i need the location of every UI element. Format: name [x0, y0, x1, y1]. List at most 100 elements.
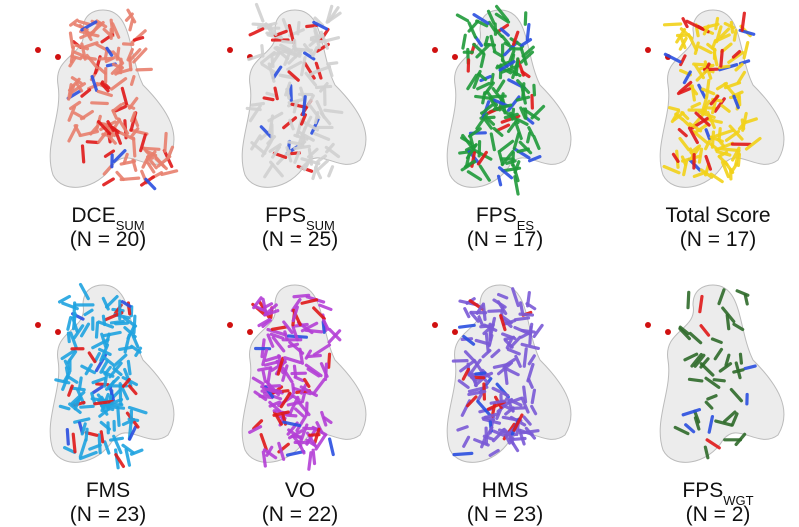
- ligand-bond: [263, 371, 265, 381]
- ligand-bond: [275, 88, 277, 99]
- panel-count: (N = 25): [262, 228, 338, 251]
- ligand-bond: [67, 430, 68, 444]
- water: [452, 54, 458, 60]
- ligand-bond: [60, 297, 70, 302]
- ligand-bond: [124, 44, 133, 45]
- ligand-bond: [302, 393, 304, 401]
- panel: Total Score(N = 17): [645, 10, 784, 251]
- panel: FPSSUM(N = 25): [227, 5, 366, 251]
- ligand-bond: [457, 15, 467, 21]
- water: [55, 54, 61, 60]
- panel-label: FMS: [86, 479, 130, 502]
- ligand-bond: [262, 46, 263, 56]
- ligand-bond: [670, 108, 679, 110]
- ligand-bond: [499, 176, 501, 185]
- ligand-bond: [520, 314, 532, 315]
- ligand-bond: [690, 379, 702, 381]
- ligand-bond: [476, 373, 485, 374]
- ligand-bond: [731, 22, 732, 32]
- ligand-bond: [524, 349, 526, 366]
- ligand-bond: [303, 135, 304, 146]
- ligand-bond: [86, 429, 87, 440]
- ligand-bond: [463, 35, 465, 48]
- method-name: FPS: [265, 204, 306, 227]
- panel-count: (N = 23): [70, 503, 146, 526]
- ligand-bond: [330, 439, 334, 455]
- water: [227, 47, 233, 53]
- panel-count: (N = 20): [70, 228, 146, 251]
- panel: HMS(N = 23): [432, 285, 571, 526]
- ligand-bond: [87, 142, 97, 143]
- water: [432, 47, 438, 53]
- water: [227, 322, 233, 328]
- ligand-bond: [247, 108, 260, 109]
- ligand-bond: [325, 110, 342, 112]
- ligand-bond: [507, 161, 515, 163]
- ligand-bond: [116, 323, 128, 324]
- ligand-bond: [112, 407, 124, 408]
- panel: DCESUM(N = 20): [35, 10, 177, 251]
- ligand-bond: [721, 50, 722, 66]
- ligand-bond: [505, 371, 506, 384]
- ligand-bond: [111, 438, 123, 440]
- water: [432, 322, 438, 328]
- ligand-bond: [294, 295, 309, 296]
- water: [35, 322, 41, 328]
- ligand-bond: [329, 167, 333, 176]
- ligand-bond: [252, 103, 263, 105]
- water: [35, 47, 41, 53]
- ligand-bond: [486, 334, 488, 351]
- figure: DCESUM(N = 20)FPSSUM(N = 25)FPSES(N = 17…: [0, 0, 799, 527]
- ligand-bond: [250, 29, 263, 35]
- ligand-bond: [70, 33, 72, 47]
- ligand-bond: [264, 98, 273, 100]
- ligand-bond: [137, 69, 151, 70]
- ligand-bond: [80, 378, 82, 389]
- ligand-bond: [313, 450, 314, 463]
- panel: FPSWGT(N = 2): [645, 285, 784, 526]
- ligand-bond: [74, 303, 75, 317]
- method-name: HMS: [482, 479, 529, 502]
- water: [247, 329, 253, 335]
- method-name: VO: [285, 479, 315, 502]
- ligand-bond: [306, 330, 322, 332]
- ligand-bond: [745, 295, 747, 304]
- ligand-bond: [71, 388, 84, 390]
- ligand-bond: [489, 311, 500, 312]
- ligand-bond: [688, 292, 689, 307]
- ligand-bond: [528, 133, 530, 142]
- ligand-bond: [521, 303, 523, 313]
- ligand-bond: [515, 318, 528, 320]
- ligand-bond: [283, 41, 293, 42]
- ligand-bond: [329, 354, 330, 367]
- ligand-bond: [121, 178, 139, 179]
- ligand-bond: [738, 154, 739, 165]
- ligand-bond: [96, 323, 97, 337]
- ligand-bond: [104, 179, 114, 185]
- ligand-bond: [134, 138, 135, 156]
- ligand-bond: [527, 25, 529, 40]
- ligand-bond: [263, 452, 265, 466]
- method-name: DCE: [71, 204, 115, 227]
- method-name: Total Score: [665, 204, 770, 227]
- ligand-bond: [68, 333, 69, 341]
- water: [55, 329, 61, 335]
- ligand-bond: [744, 43, 748, 58]
- ligand-bond: [103, 316, 104, 324]
- method-name: FPS: [682, 479, 723, 502]
- water: [452, 329, 458, 335]
- panel-count: (N = 2): [686, 503, 751, 526]
- ligand-bond: [68, 318, 71, 330]
- ligand-bond: [665, 24, 681, 25]
- panel-count: (N = 22): [262, 503, 338, 526]
- ligand-bond: [483, 304, 485, 319]
- ligand-bond: [734, 370, 743, 372]
- ligand-bond: [527, 304, 535, 309]
- ligand-bond: [294, 104, 296, 112]
- ligand-bond: [481, 326, 493, 327]
- ligand-bond: [310, 435, 319, 436]
- ligand-bond: [293, 384, 294, 392]
- ligand-bond: [126, 450, 129, 466]
- water: [665, 329, 671, 335]
- ligand-bond: [491, 401, 505, 403]
